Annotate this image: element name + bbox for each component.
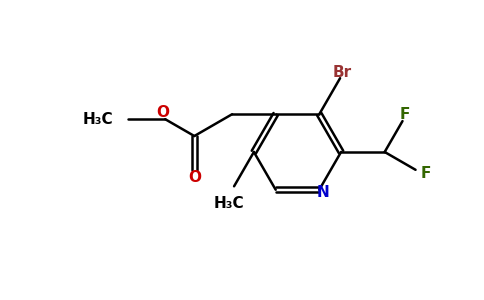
Text: H₃C: H₃C — [214, 196, 244, 211]
Text: F: F — [399, 107, 409, 122]
Text: O: O — [157, 105, 170, 120]
Text: N: N — [317, 185, 330, 200]
Text: O: O — [188, 170, 201, 185]
Text: F: F — [420, 166, 431, 181]
Text: Br: Br — [333, 65, 352, 80]
Text: H₃C: H₃C — [83, 112, 114, 127]
